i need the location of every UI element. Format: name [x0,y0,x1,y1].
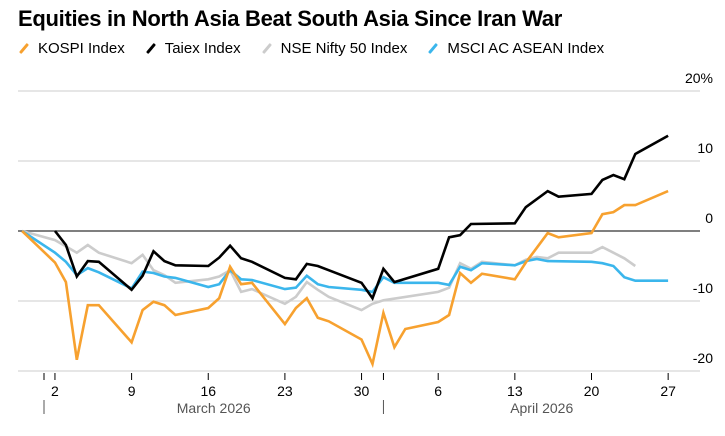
x-tick-label: 16 [200,383,216,399]
legend-label-nifty: NSE Nifty 50 Index [280,40,408,57]
x-tick-label: 9 [128,383,136,399]
x-tick-label: 2 [51,383,59,399]
y-tick-label: 10 [697,140,713,156]
legend-item-nifty: NSE Nifty 50 Index [261,40,408,57]
x-tick-label: 23 [277,383,293,399]
series-line-taiex-index [53,134,669,301]
chart-title: Equities in North Asia Beat South Asia S… [18,6,562,31]
legend-item-taiex: Taiex Index [145,40,241,57]
legend-label-taiex: Taiex Index [164,40,241,57]
y-tick-label: -10 [693,280,713,296]
series-line-nse-nifty-50-index [21,229,637,312]
y-tick-label: 20% [685,70,713,86]
series-line-msci-ac-asean-index [21,229,669,294]
legend-label-kospi: KOSPI Index [38,40,125,57]
y-tick-label: -20 [693,350,713,366]
series-line-kospi-index [21,189,669,369]
y-tick-label: 0 [705,210,713,226]
legend-item-asean: MSCI AC ASEAN Index [427,40,604,57]
x-tick-label: 6 [434,383,442,399]
x-tick-label: 30 [354,383,370,399]
legend: KOSPI Index Taiex Index NSE Nifty 50 Ind… [18,40,604,57]
legend-label-asean: MSCI AC ASEAN Index [447,40,605,57]
x-tick-label: 27 [660,383,676,399]
month-label: April 2026 [510,400,573,416]
x-tick-label: 20 [584,383,600,399]
month-label: March 2026 [177,400,251,416]
legend-item-kospi: KOSPI Index [18,40,125,57]
x-tick-label: 13 [507,383,523,399]
